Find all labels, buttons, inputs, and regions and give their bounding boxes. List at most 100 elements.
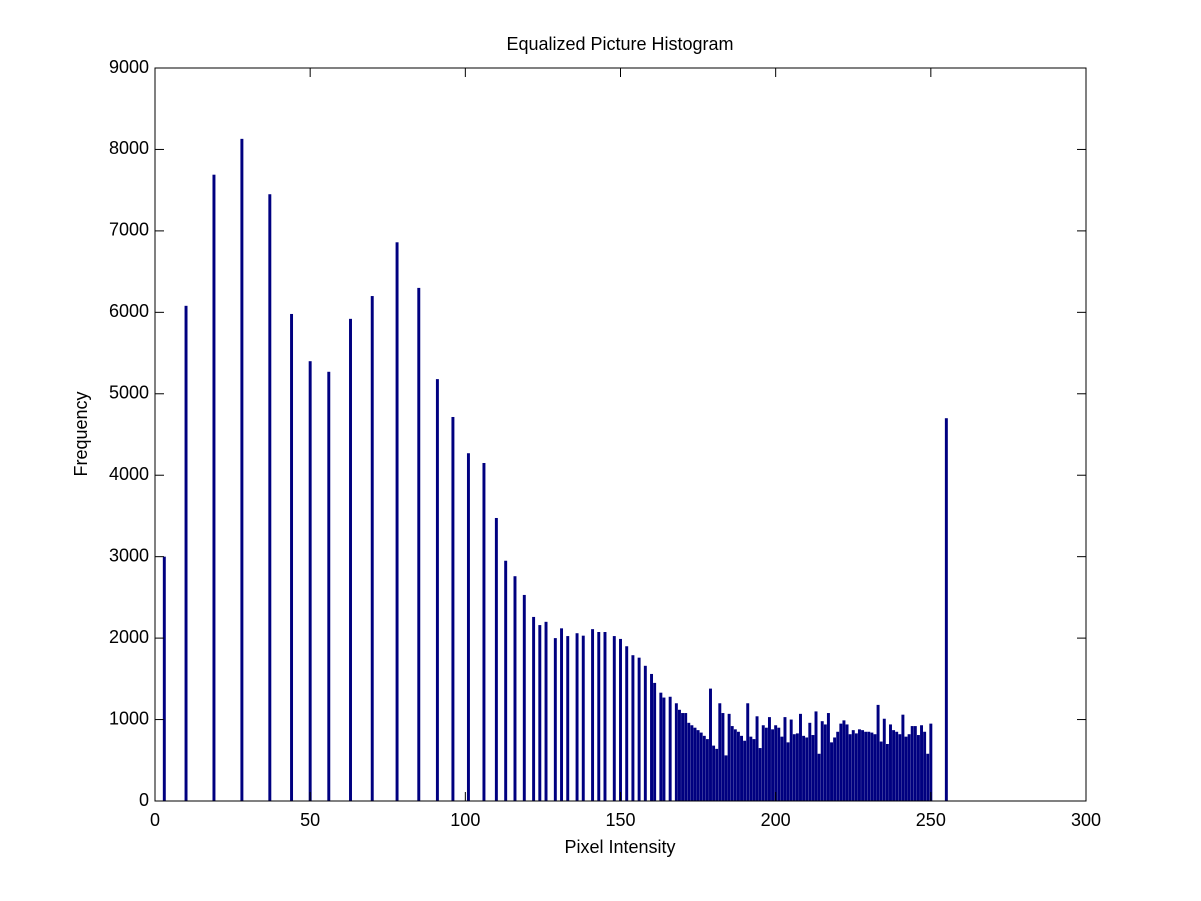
bar [662, 697, 666, 801]
y-tick-label: 1000 [109, 708, 149, 728]
bar [743, 740, 747, 801]
bar [560, 628, 564, 801]
bar [677, 709, 681, 801]
bar [612, 636, 616, 801]
bar [730, 726, 734, 801]
bar [839, 723, 843, 801]
bar [451, 416, 455, 801]
bar [538, 625, 542, 801]
bar [867, 731, 871, 801]
bar [767, 717, 771, 801]
bar [566, 636, 570, 801]
bar [417, 287, 421, 801]
bar [792, 734, 796, 801]
bar [836, 731, 840, 801]
bar [625, 646, 629, 801]
bar [674, 703, 678, 801]
bar [901, 714, 905, 801]
bar [879, 741, 883, 801]
bar [851, 730, 855, 801]
x-tick-label: 0 [150, 810, 160, 830]
bar [771, 729, 775, 801]
bar [873, 734, 877, 801]
bar [690, 725, 694, 801]
bar [795, 733, 799, 801]
y-tick-label: 6000 [109, 301, 149, 321]
y-tick-label: 0 [139, 790, 149, 810]
bar [696, 730, 700, 801]
y-tick-label: 2000 [109, 627, 149, 647]
bar [755, 716, 759, 801]
bar [830, 742, 834, 801]
bar [904, 736, 908, 801]
bar [805, 737, 809, 801]
bar [553, 638, 557, 801]
bar [736, 731, 740, 801]
bar [752, 739, 756, 801]
y-tick-label: 5000 [109, 383, 149, 403]
bar [162, 556, 166, 801]
x-tick-label: 250 [916, 810, 946, 830]
bar [749, 736, 753, 801]
bar [575, 633, 579, 801]
bar [944, 418, 948, 801]
chart-title: Equalized Picture Histogram [506, 34, 733, 54]
bar [820, 721, 824, 801]
bar [780, 736, 784, 801]
bar [718, 703, 722, 801]
x-tick-label: 200 [761, 810, 791, 830]
bar [799, 713, 802, 801]
bar [746, 703, 750, 801]
bar [668, 696, 672, 801]
bar [916, 735, 920, 801]
bar [864, 731, 868, 801]
bar [817, 753, 821, 801]
x-tick-label: 150 [605, 810, 635, 830]
bar [699, 732, 703, 801]
bar [705, 739, 709, 801]
bar [882, 718, 886, 801]
x-tick-label: 300 [1071, 810, 1101, 830]
bar [876, 704, 880, 801]
bar [702, 735, 706, 801]
bar [811, 735, 815, 801]
bar [913, 726, 917, 801]
bar [522, 594, 526, 801]
bar [603, 632, 607, 801]
bar [637, 657, 641, 801]
bar [907, 734, 911, 801]
bar [513, 576, 517, 801]
bar [764, 727, 768, 801]
x-tick-label: 100 [450, 810, 480, 830]
bar [327, 371, 331, 801]
bar [761, 725, 765, 801]
bar [290, 313, 294, 801]
bar [532, 616, 536, 801]
y-tick-label: 9000 [109, 57, 149, 77]
bar [733, 729, 737, 801]
bar [857, 729, 861, 801]
bar [848, 734, 852, 801]
bar [684, 713, 688, 801]
bar [786, 742, 790, 801]
bar [889, 724, 892, 801]
bar [482, 463, 486, 801]
y-tick-label: 7000 [109, 220, 149, 240]
bar [308, 361, 312, 801]
bar [709, 688, 712, 801]
bar [544, 621, 548, 801]
bar [268, 194, 272, 801]
bar [659, 692, 663, 801]
bar [895, 731, 899, 801]
bar [898, 734, 902, 801]
bar [777, 727, 781, 801]
bar [854, 733, 858, 801]
bar [861, 730, 865, 801]
bar [715, 748, 719, 801]
bar [184, 305, 188, 801]
bar [842, 720, 846, 801]
bar [581, 635, 585, 801]
bar [681, 713, 685, 801]
bar [845, 724, 849, 801]
